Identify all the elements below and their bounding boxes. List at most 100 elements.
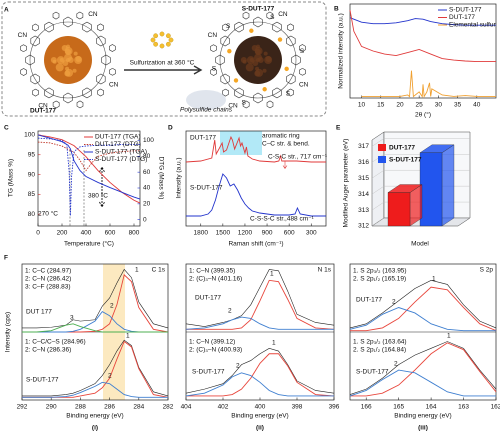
chain-highlight <box>186 90 226 110</box>
sample-texture <box>262 68 267 73</box>
linker-ring <box>222 23 229 32</box>
annotation: 2: C–N (286.36) <box>25 347 71 354</box>
linker-ring <box>30 35 40 47</box>
x-tick-label: 35 <box>454 102 462 109</box>
y-tick-label: 100 <box>24 132 35 139</box>
nitrile-label: CN <box>228 102 238 109</box>
linker-ring <box>20 44 27 53</box>
sulfur-atom <box>262 87 267 92</box>
highlight-band <box>220 131 262 155</box>
nitrile-label: CN <box>18 32 28 39</box>
y-axis-label: Normalized intensity (a.u.) <box>338 13 345 89</box>
series-line <box>350 342 497 397</box>
legend-label: S-DUT-177 (TGA) <box>95 149 147 156</box>
y2-tick-label: 20 <box>143 201 151 208</box>
s8-atom <box>168 37 174 43</box>
series-line <box>37 137 140 216</box>
sulfur-atom <box>227 48 232 54</box>
annotation: 1 <box>272 340 276 347</box>
series-line <box>185 372 334 397</box>
x-tick-label: 1500 <box>216 230 231 237</box>
x-tick-label: 165 <box>393 404 404 411</box>
x-axis-label: Binding energy (eV) <box>394 413 451 420</box>
x-axis-label: Binding energy (eV) <box>66 413 123 420</box>
annotation: 2 <box>228 308 232 315</box>
grid-line <box>371 138 470 147</box>
linker-ring <box>215 54 225 66</box>
x-tick-label: 15 <box>377 102 385 109</box>
linker-ring <box>272 21 282 33</box>
linker-ring <box>44 21 54 33</box>
legend-label: DUT-177 (TGA) <box>95 134 141 141</box>
bar-side <box>441 144 455 227</box>
annotation: 2. S 2p₁/₂ (165.19) <box>353 276 406 283</box>
nitrile-label: CN <box>278 11 288 18</box>
x-tick-label: 600 <box>105 230 116 237</box>
x-tick-label: 286 <box>104 404 115 411</box>
series-line <box>349 369 496 397</box>
linker-ring <box>286 35 296 47</box>
x-tick-label: 10 <box>358 102 366 109</box>
annotation: DUT-177 <box>195 295 221 302</box>
x-tick-label: 398 <box>292 404 303 411</box>
nitrile-label: CN <box>109 82 119 89</box>
x-axis-label: Raman shift (cm⁻¹) <box>228 241 283 248</box>
nitrile-label: CN <box>299 82 309 89</box>
linker-ring <box>25 54 35 66</box>
sample-texture <box>265 56 272 63</box>
x-tick-label: 290 <box>46 404 57 411</box>
sample-texture <box>64 70 71 77</box>
y-tick-label: 85 <box>28 191 36 198</box>
panel-label: A <box>4 7 9 14</box>
structure-label: DUT-177 <box>30 108 56 115</box>
linker-ring <box>210 44 217 53</box>
series-line <box>361 70 496 98</box>
annotation: C-S-C str., 717 cm⁻¹ <box>268 154 328 161</box>
x-tick-label: 1200 <box>238 230 253 237</box>
x-tick-label: 600 <box>284 230 295 237</box>
annotation: 1 <box>126 333 130 340</box>
x-tick-label: 800 <box>129 230 140 237</box>
linker-ring <box>291 54 301 66</box>
annotation: 2: C–N (286.42) <box>25 276 71 283</box>
series-line <box>37 141 140 172</box>
annotation: 1 <box>270 271 274 278</box>
linker-ring <box>220 35 230 47</box>
series-line <box>186 279 335 330</box>
x-tick-label: 1800 <box>194 230 209 237</box>
spectrum-title: N 1s <box>318 267 332 274</box>
sulfur-atom <box>284 66 289 72</box>
linker-ring <box>266 11 274 20</box>
x-axis-label: 2θ (°) <box>415 111 431 119</box>
series-line <box>37 134 141 204</box>
x-axis-label: Binding energy (eV) <box>231 413 288 420</box>
linker-ring <box>20 68 27 76</box>
linker-ring <box>63 16 73 28</box>
x-tick-label: 404 <box>181 404 192 411</box>
annotation: 3: C–F (288.83) <box>25 284 71 291</box>
annotation: 1 <box>135 267 139 274</box>
sample-texture <box>56 56 65 65</box>
y-tick-label: 315 <box>358 175 369 182</box>
annotation: 1. S 2p₃/₂ (163.95) <box>353 268 407 275</box>
bar <box>387 192 411 227</box>
y2-axis-label: DTG (Mass %) <box>157 157 164 200</box>
sulfur-atom <box>249 28 254 33</box>
linker-ring <box>76 100 84 109</box>
legend-swatch <box>378 156 386 163</box>
sulfur-label: S <box>212 66 217 73</box>
linker-ring <box>210 68 217 76</box>
linker-ring <box>52 100 60 109</box>
x-tick-label: 200 <box>57 230 68 237</box>
reaction-arrow <box>124 65 203 75</box>
sample-texture <box>257 57 264 63</box>
linker-ring <box>299 44 306 52</box>
subpanel-label: (i) <box>92 425 98 432</box>
y-axis-label: TG (Mass %) <box>8 159 15 197</box>
linker-ring <box>30 73 40 85</box>
sample-texture <box>75 56 82 63</box>
sample-texture <box>52 59 57 64</box>
y-tick-label: 317 <box>358 143 369 150</box>
sample-texture <box>246 56 255 65</box>
series-line <box>22 381 168 398</box>
